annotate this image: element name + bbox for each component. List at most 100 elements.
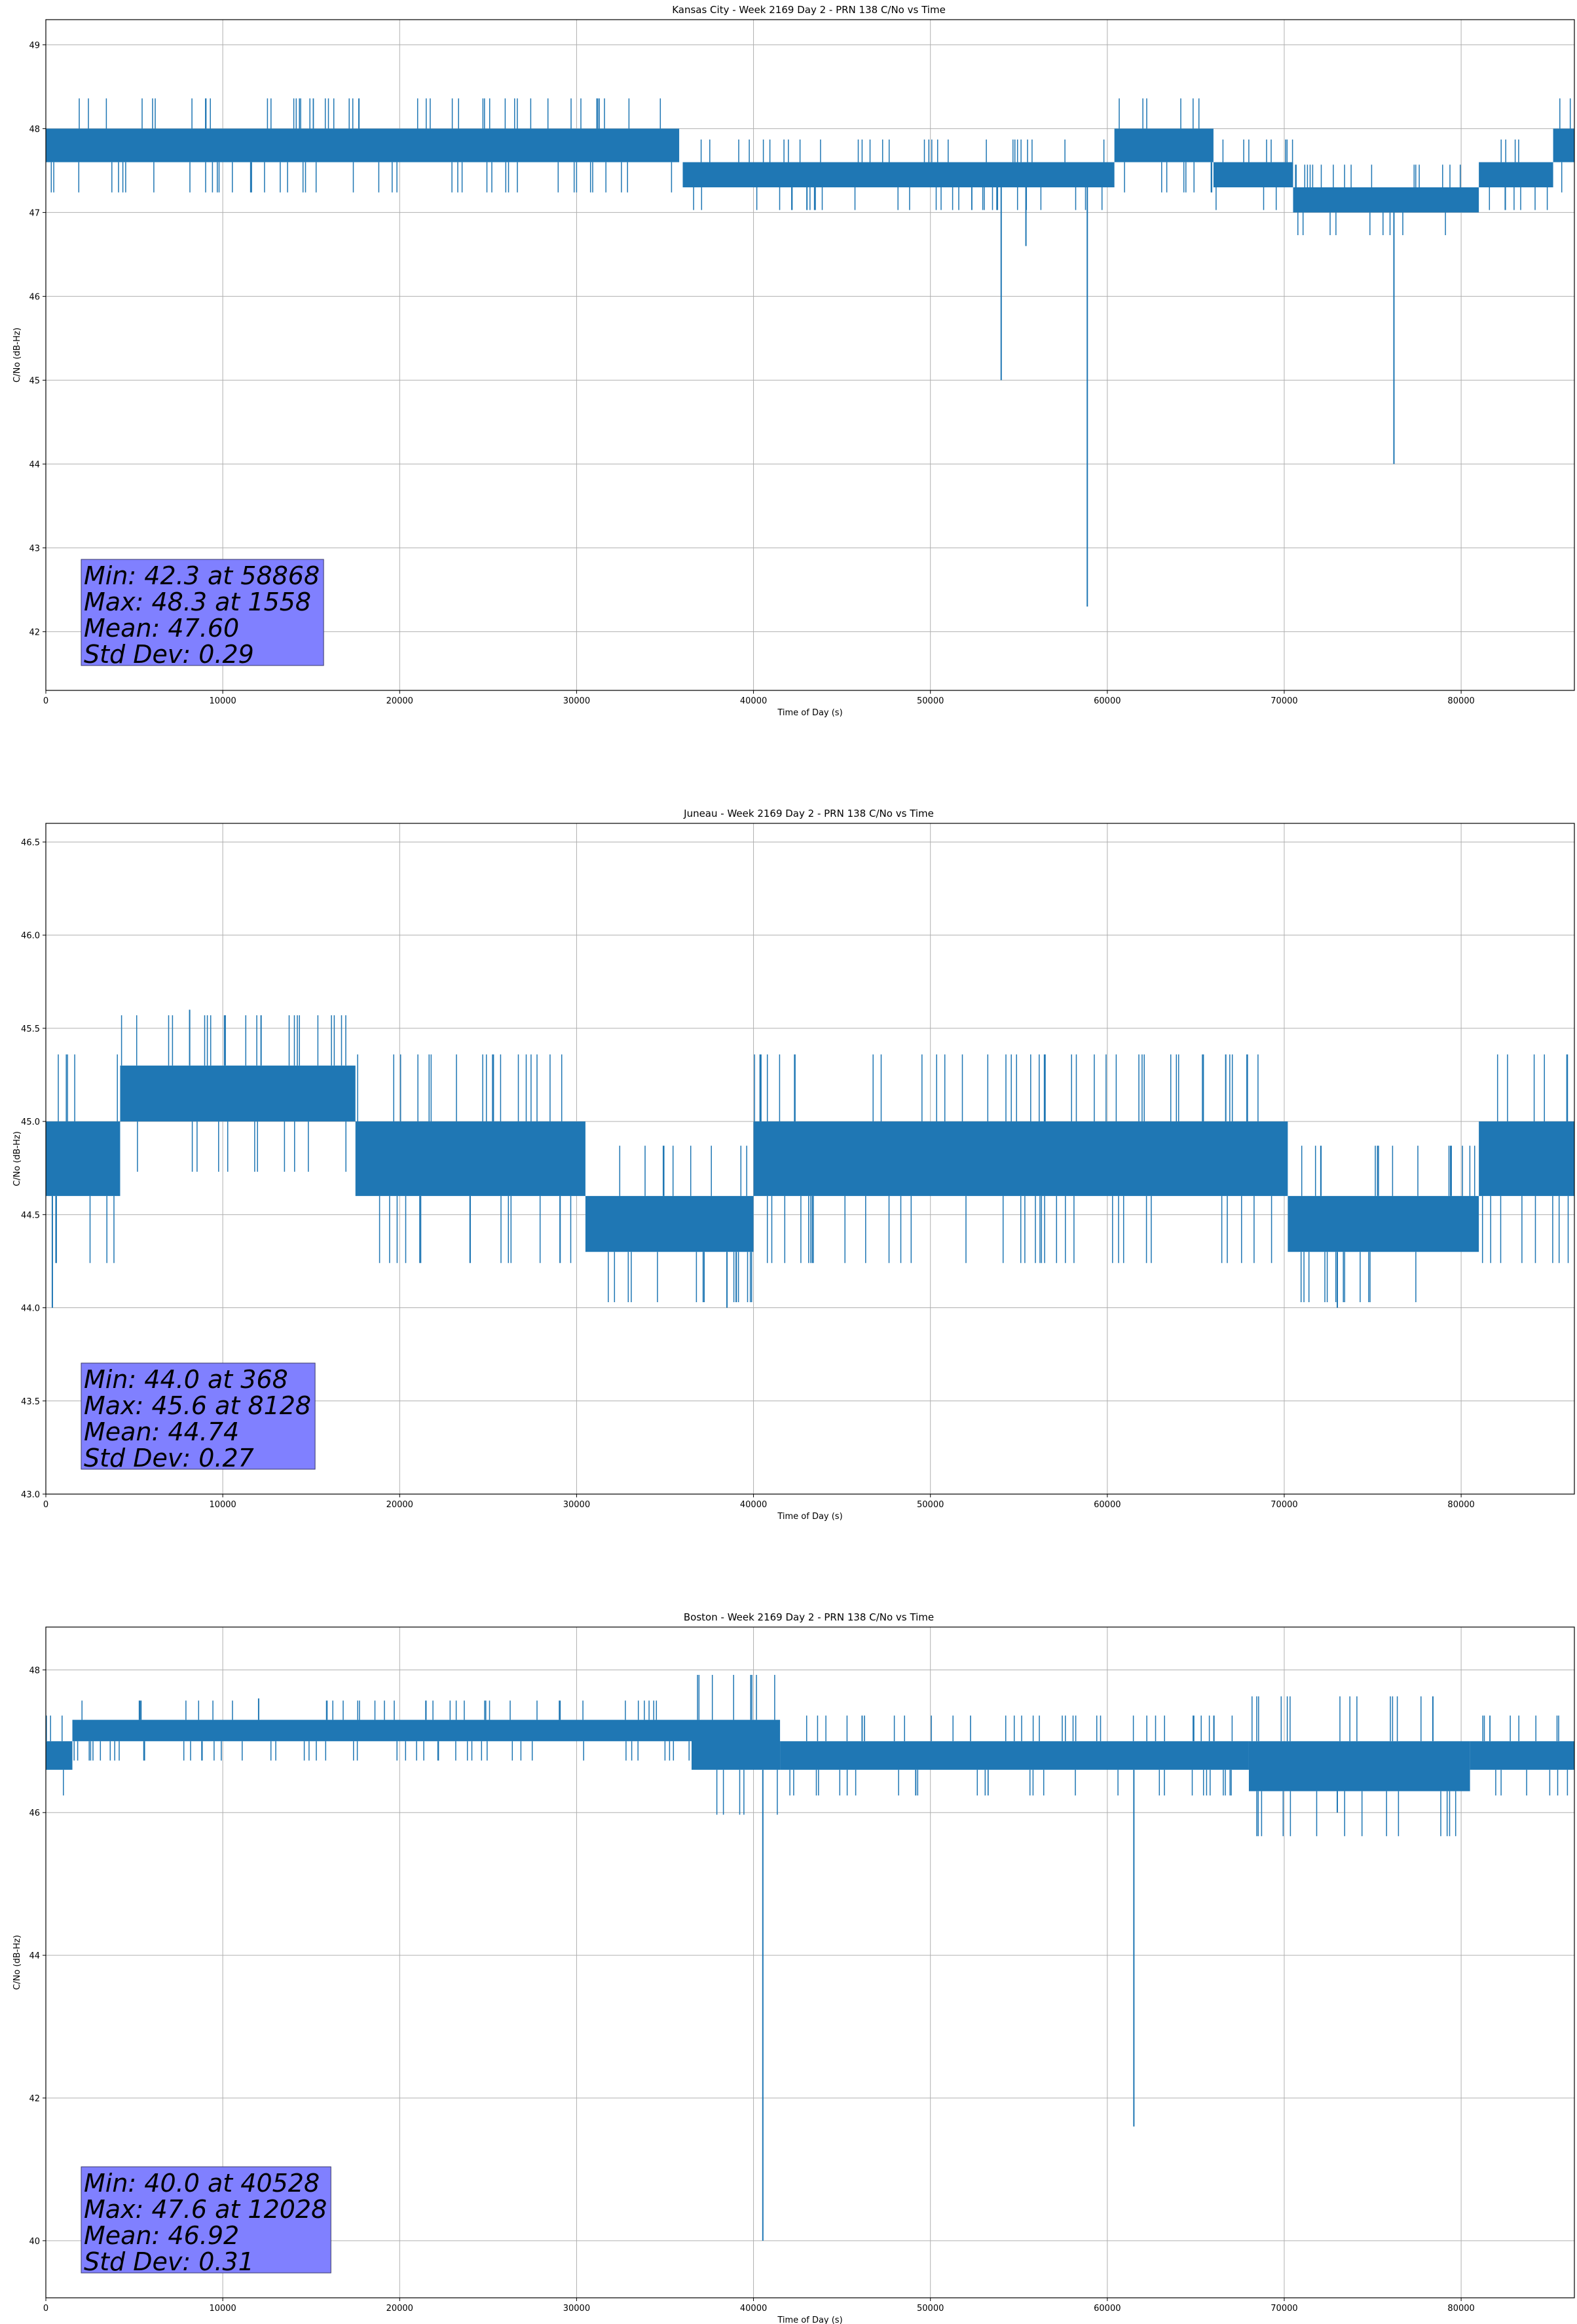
stat-min: Min: 42.3 at 58868 [84, 561, 320, 590]
chart-title: Juneau - Week 2169 Day 2 - PRN 138 C/No … [683, 808, 934, 819]
data-band [355, 1121, 585, 1196]
x-ticks: 0 10000 20000 30000 40000 50000 60000 70000 8000… [43, 690, 1475, 706]
x-axis-label: Time of Day (s) [777, 1512, 842, 1522]
y-ticks: 43.0 43.5 44.0 44.5 45.0 45.5 46.0 46.5 [21, 838, 46, 1500]
stat-std: Std Dev: 0.31 [84, 2247, 254, 2276]
data-excursions [1300, 1146, 1475, 1302]
data-excursions [50, 98, 427, 193]
y-tick-label: 42 [29, 2094, 40, 2104]
stat-max: Max: 48.3 at 1558 [84, 588, 311, 616]
data-band [1293, 187, 1479, 213]
stat-max: Max: 45.6 at 8128 [84, 1391, 311, 1420]
plot-frame [45, 1626, 1575, 2298]
stat-mean: Mean: 46.92 [84, 2221, 239, 2250]
x-tick-label: 30000 [563, 2304, 590, 2314]
y-tick-label: 45.5 [21, 1024, 40, 1034]
x-tick-label: 80000 [1447, 2304, 1474, 2314]
data-excursions [697, 1675, 778, 1815]
data-band [428, 128, 680, 162]
y-tick-label: 45.0 [21, 1117, 40, 1127]
data-excursions [1559, 98, 1571, 193]
stats-box-background [81, 1362, 316, 1470]
grid-lines [45, 20, 1574, 690]
y-tick-label: 46 [29, 1809, 40, 1818]
data-band [1470, 1741, 1574, 1770]
stat-std: Std Dev: 0.27 [84, 1444, 254, 1472]
x-tick-label: 80000 [1447, 1500, 1474, 1510]
data-band [753, 1121, 1288, 1196]
data-excursions [1489, 140, 1548, 210]
x-tick-label: 60000 [1094, 696, 1121, 706]
x-axis-label: Time of Day (s) [777, 708, 842, 718]
data-band [46, 1741, 73, 1770]
y-tick-label: 44 [29, 1951, 40, 1961]
data-band [682, 162, 1115, 187]
data-band [585, 1195, 754, 1252]
data-band [1288, 1195, 1479, 1252]
x-tick-label: 60000 [1094, 1500, 1121, 1510]
data-excursions [1119, 98, 1213, 193]
x-tick-label: 70000 [1271, 2304, 1297, 2314]
stat-min: Min: 44.0 at 368 [84, 1365, 288, 1394]
y-tick-label: 43 [29, 544, 40, 553]
data-excursions [1481, 1054, 1569, 1264]
data-excursions [1215, 140, 1293, 210]
x-tick-label: 50000 [917, 1500, 944, 1510]
stats-box: Min: 40.0 at 40528 Max: 47.6 at 12028 Me… [81, 2166, 331, 2276]
x-tick-label: 60000 [1094, 2304, 1121, 2314]
data-band [692, 1719, 781, 1770]
x-tick-label: 30000 [563, 1500, 590, 1510]
y-tick-label: 42 [29, 628, 40, 637]
x-tick-label: 10000 [209, 2304, 236, 2314]
y-tick-label: 43.0 [21, 1490, 40, 1500]
data-excursions [121, 1015, 346, 1172]
data-band [1213, 162, 1293, 187]
data-excursions [693, 140, 1105, 210]
chart-panel-boston: Boston - Week 2169 Day 2 - PRN 138 C/No … [12, 1611, 1575, 2324]
data-band [780, 1741, 1249, 1770]
x-tick-label: 50000 [917, 696, 944, 706]
y-tick-label: 47 [29, 208, 40, 218]
data-band [1479, 1121, 1574, 1196]
data-excursions [1295, 164, 1461, 235]
stats-box-background [81, 2166, 331, 2274]
data-series [46, 98, 1574, 607]
y-axis-label: C/No (dB-Hz) [12, 1131, 22, 1186]
data-excursions [608, 1146, 752, 1302]
chart-title: Kansas City - Week 2169 Day 2 - PRN 138 … [672, 4, 946, 16]
y-tick-label: 43.5 [21, 1397, 40, 1407]
data-excursions [754, 1054, 1272, 1264]
stat-mean: Mean: 47.60 [84, 614, 239, 643]
data-band [1553, 128, 1574, 162]
data-band [72, 1719, 692, 1742]
x-axis-label: Time of Day (s) [777, 2315, 842, 2324]
y-tick-label: 44.0 [21, 1304, 40, 1314]
data-band [1248, 1741, 1470, 1791]
y-tick-label: 44 [29, 460, 40, 470]
stats-box-background [81, 559, 324, 666]
data-excursions [73, 1700, 690, 1761]
stats-box: Min: 42.3 at 58868 Max: 48.3 at 1558 Mea… [81, 559, 324, 669]
x-tick-label: 40000 [740, 696, 767, 706]
data-band [46, 1121, 121, 1196]
x-tick-label: 80000 [1447, 696, 1474, 706]
y-ticks: 40 42 44 46 48 [29, 1666, 46, 2247]
y-axis-label: C/No (dB-Hz) [12, 328, 22, 383]
plot-frame [45, 19, 1575, 691]
y-tick-label: 46 [29, 292, 40, 302]
y-axis-label: C/No (dB-Hz) [12, 1935, 22, 1990]
data-band [120, 1065, 356, 1122]
x-tick-label: 70000 [1271, 696, 1297, 706]
data-series [46, 1009, 1574, 1308]
data-excursions [46, 1715, 64, 1796]
y-tick-label: 44.5 [21, 1210, 40, 1220]
y-tick-label: 46.5 [21, 838, 40, 848]
stat-max: Max: 47.6 at 12028 [84, 2195, 327, 2224]
x-tick-label: 20000 [386, 1500, 413, 1510]
x-tick-label: 0 [43, 696, 48, 706]
x-ticks: 0 10000 20000 30000 40000 50000 60000 70000 8000… [43, 1494, 1475, 1510]
y-tick-label: 48 [29, 1666, 40, 1676]
x-tick-label: 40000 [740, 1500, 767, 1510]
chart-title: Boston - Week 2169 Day 2 - PRN 138 C/No … [684, 1611, 934, 1623]
